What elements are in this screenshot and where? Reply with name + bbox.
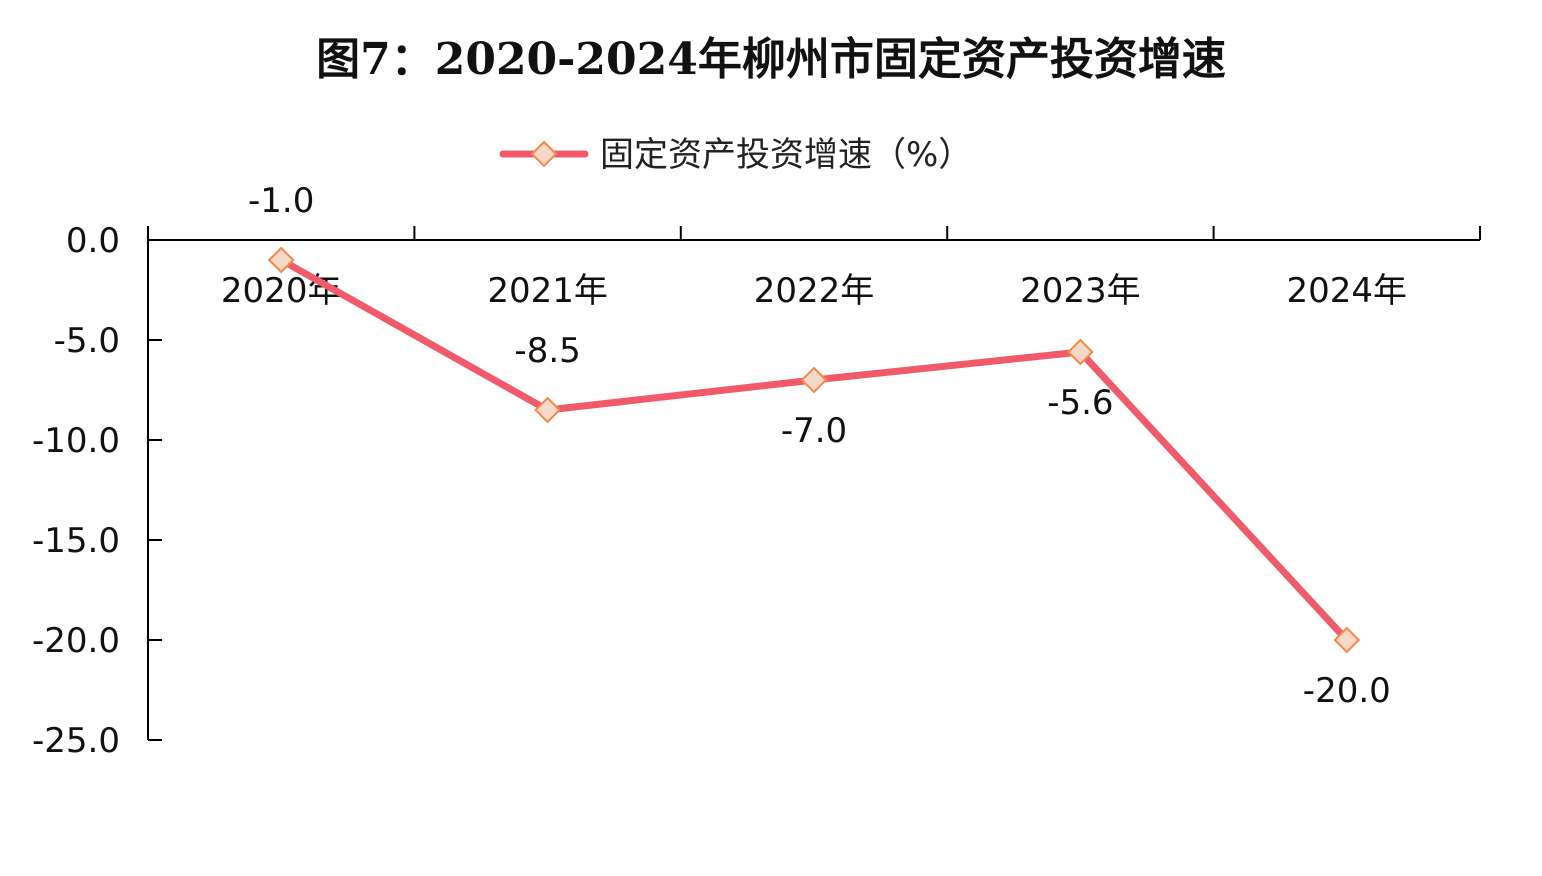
data-label: -5.6 xyxy=(1047,383,1113,423)
chart-title: 图7：2020-2024年柳州市固定资产投资增速 xyxy=(316,34,1226,85)
y-tick-label: -25.0 xyxy=(32,721,120,761)
data-label: -7.0 xyxy=(781,411,847,451)
x-tick-label: 2022年 xyxy=(754,271,875,311)
y-tick-label: -10.0 xyxy=(32,421,120,461)
data-point-marker xyxy=(1333,626,1361,654)
data-point-marker xyxy=(800,366,828,394)
y-tick-label: -5.0 xyxy=(54,321,120,361)
axes xyxy=(147,226,1481,740)
data-label: -20.0 xyxy=(1303,671,1391,711)
data-label: -8.5 xyxy=(514,331,580,371)
x-tick-label: 2024年 xyxy=(1287,271,1408,311)
y-axis-ticks: 0.0 -5.0 -10.0 -15.0 -20.0 -25.0 xyxy=(32,221,162,761)
x-tick-label: 2021年 xyxy=(487,271,608,311)
x-axis-ticks: 2020年 2021年 2022年 2023年 2024年 xyxy=(221,271,1407,311)
legend-marker xyxy=(530,140,558,168)
data-label: -1.0 xyxy=(248,181,314,221)
data-point-marker xyxy=(267,246,295,274)
y-tick-label: 0.0 xyxy=(66,221,120,261)
legend: 固定资产投资增速（%） xyxy=(499,135,972,175)
x-tick-label: 2020年 xyxy=(221,271,342,311)
legend-label: 固定资产投资增速（%） xyxy=(600,135,972,175)
data-labels: -1.0 -8.5 -7.0 -5.6 -20.0 xyxy=(248,181,1391,711)
y-tick-label: -15.0 xyxy=(32,521,120,561)
series xyxy=(267,246,1361,654)
y-tick-label: -20.0 xyxy=(32,621,120,661)
data-point-marker xyxy=(534,396,562,424)
x-tick-label: 2023年 xyxy=(1020,271,1141,311)
data-point-marker xyxy=(1066,338,1094,366)
